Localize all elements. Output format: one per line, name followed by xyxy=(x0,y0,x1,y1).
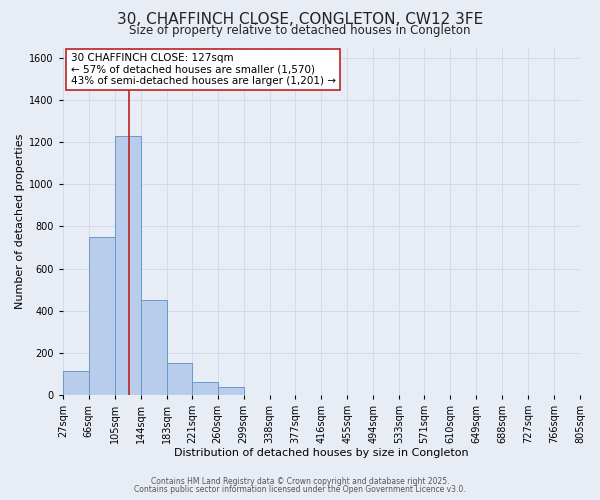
Text: 30, CHAFFINCH CLOSE, CONGLETON, CW12 3FE: 30, CHAFFINCH CLOSE, CONGLETON, CW12 3FE xyxy=(117,12,483,28)
Text: Size of property relative to detached houses in Congleton: Size of property relative to detached ho… xyxy=(129,24,471,37)
Bar xyxy=(115,136,140,395)
Bar xyxy=(192,382,218,395)
X-axis label: Distribution of detached houses by size in Congleton: Distribution of detached houses by size … xyxy=(174,448,469,458)
Text: 30 CHAFFINCH CLOSE: 127sqm
← 57% of detached houses are smaller (1,570)
43% of s: 30 CHAFFINCH CLOSE: 127sqm ← 57% of deta… xyxy=(71,52,335,86)
Text: Contains HM Land Registry data © Crown copyright and database right 2025.: Contains HM Land Registry data © Crown c… xyxy=(151,477,449,486)
Y-axis label: Number of detached properties: Number of detached properties xyxy=(15,134,25,309)
Bar xyxy=(63,371,89,395)
Bar xyxy=(218,388,244,395)
Bar xyxy=(167,363,193,395)
Bar xyxy=(89,237,115,395)
Text: Contains public sector information licensed under the Open Government Licence v3: Contains public sector information licen… xyxy=(134,485,466,494)
Bar xyxy=(140,300,167,395)
